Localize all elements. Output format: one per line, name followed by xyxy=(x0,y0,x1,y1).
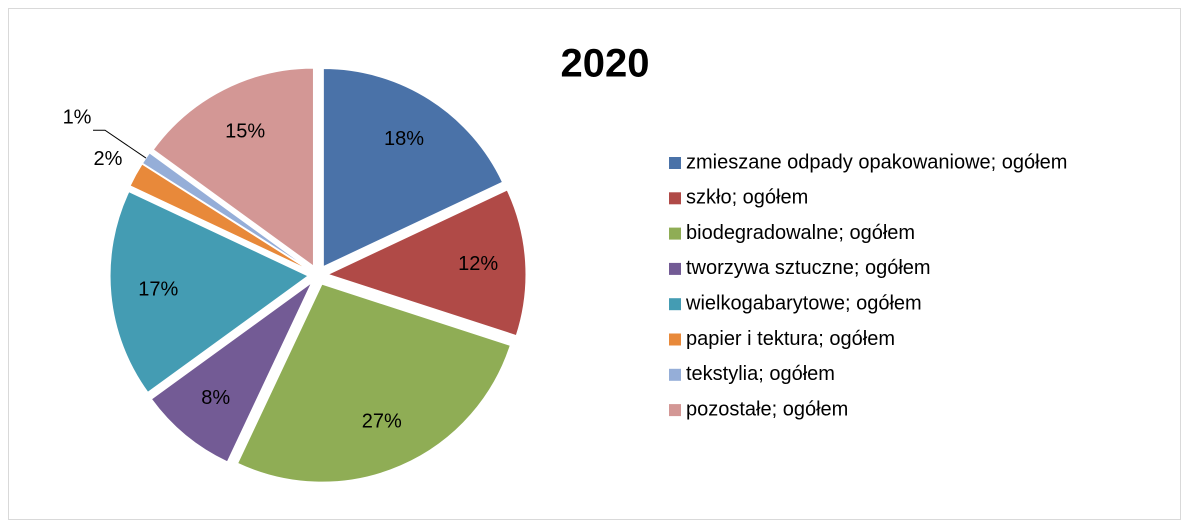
pie-slice xyxy=(322,68,504,268)
legend-label: biodegradowalne; ogółem xyxy=(686,222,915,244)
data-label: 27% xyxy=(362,411,402,433)
chart-title: 2020 xyxy=(561,42,650,86)
pie-slice xyxy=(326,189,527,337)
legend-label: zmieszane odpady opakowaniowe; ogółem xyxy=(686,151,1067,173)
pie-slice xyxy=(129,163,310,271)
legend-label: tekstylia; ogółem xyxy=(686,363,835,385)
pie-slice xyxy=(237,283,511,483)
legend-swatch xyxy=(669,227,681,240)
legend-label: papier i tektura; ogółem xyxy=(686,328,895,350)
leader-line xyxy=(93,129,147,159)
pie-slice xyxy=(109,190,310,394)
legend-swatch xyxy=(669,262,681,275)
pie-slice xyxy=(152,67,314,268)
legend-label: szkło; ogółem xyxy=(686,187,808,209)
legend-label: tworzywa sztuczne; ogółem xyxy=(686,257,931,279)
legend-label: pozostałe; ogółem xyxy=(686,398,848,420)
data-label: 2% xyxy=(94,148,123,170)
data-label: 18% xyxy=(384,128,424,150)
data-label: 15% xyxy=(225,120,265,142)
data-label: 12% xyxy=(458,253,498,275)
data-label: 17% xyxy=(138,278,178,300)
legend-swatch xyxy=(669,157,681,169)
legend-swatch xyxy=(669,333,681,346)
legend-swatch xyxy=(669,368,681,381)
data-label: 8% xyxy=(201,387,230,409)
pie-slice xyxy=(150,282,313,463)
legend-label: wielkogabarytowe; ogółem xyxy=(685,292,922,314)
data-label: 1% xyxy=(63,107,92,129)
legend-swatch xyxy=(669,298,681,311)
legend-swatch xyxy=(669,192,681,205)
legend-swatch xyxy=(669,404,681,417)
